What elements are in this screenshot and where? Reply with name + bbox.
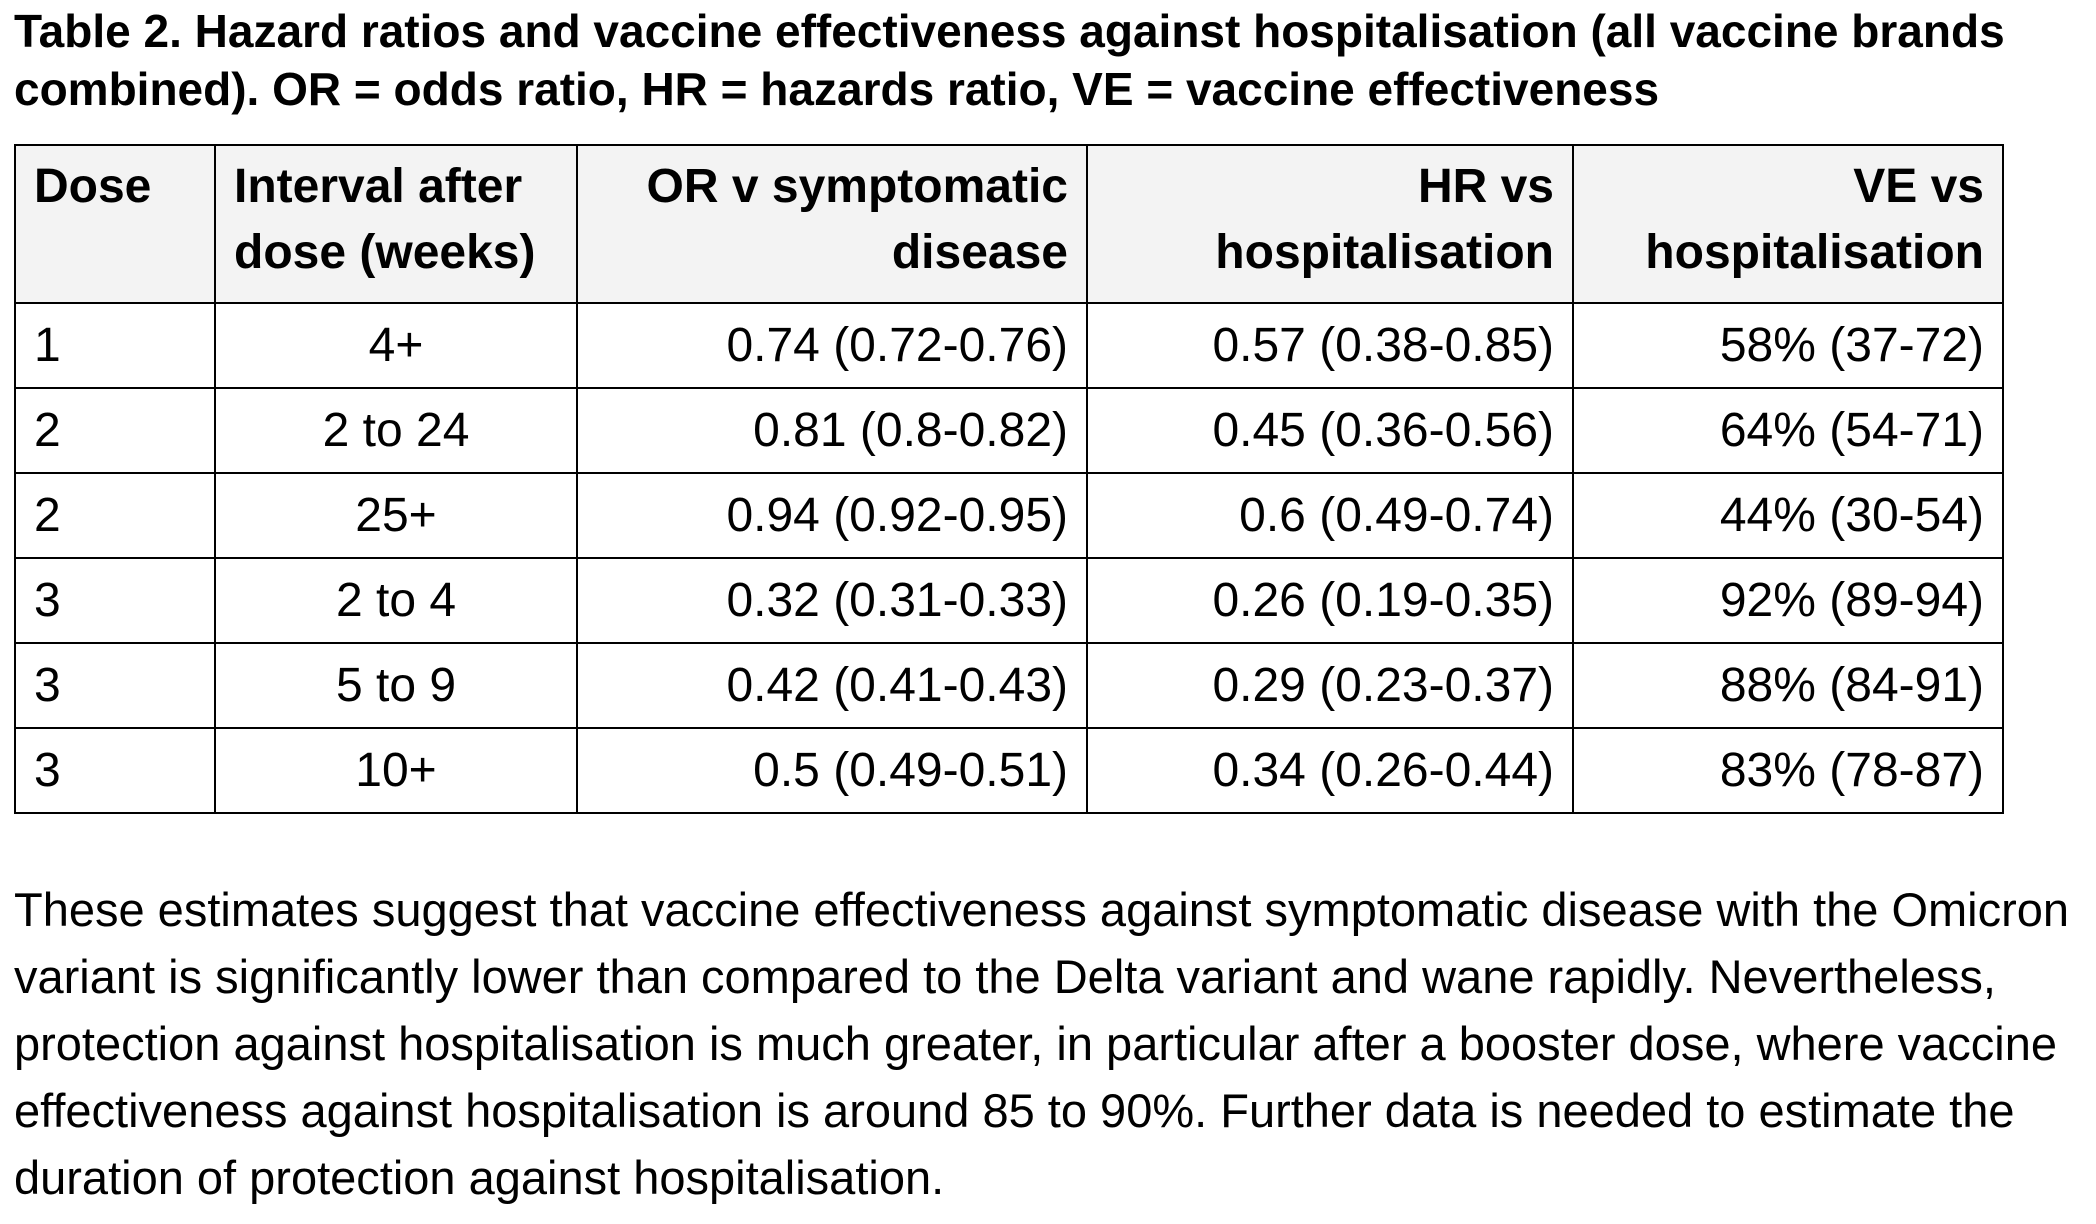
cell-interval: 5 to 9 (214, 642, 578, 729)
cell-dose: 3 (14, 727, 216, 814)
table-row: 2 2 to 24 0.81 (0.8-0.82) 0.45 (0.36-0.5… (14, 387, 2004, 474)
cell-ve: 92% (89-94) (1572, 557, 2004, 644)
cell-interval: 2 to 4 (214, 557, 578, 644)
cell-hr: 0.45 (0.36-0.56) (1086, 387, 1574, 474)
table-row: 3 5 to 9 0.42 (0.41-0.43) 0.29 (0.23-0.3… (14, 642, 2004, 729)
table-row: 3 10+ 0.5 (0.49-0.51) 0.34 (0.26-0.44) 8… (14, 727, 2004, 814)
cell-hr: 0.6 (0.49-0.74) (1086, 472, 1574, 559)
cell-dose: 2 (14, 472, 216, 559)
header-ve: VE vs hospitalisation (1572, 144, 2004, 304)
table-row: 3 2 to 4 0.32 (0.31-0.33) 0.26 (0.19-0.3… (14, 557, 2004, 644)
cell-or: 0.94 (0.92-0.95) (576, 472, 1088, 559)
header-or: OR v symptomatic disease (576, 144, 1088, 304)
document-page: Table 2. Hazard ratios and vaccine effec… (14, 0, 2084, 1211)
summary-paragraph: These estimates suggest that vaccine eff… (14, 883, 2070, 1204)
cell-ve: 58% (37-72) (1572, 302, 2004, 389)
cell-interval: 2 to 24 (214, 387, 578, 474)
header-interval: Interval after dose (weeks) (214, 144, 578, 304)
header-dose: Dose (14, 144, 216, 304)
cell-hr: 0.26 (0.19-0.35) (1086, 557, 1574, 644)
cell-dose: 2 (14, 387, 216, 474)
cell-interval: 10+ (214, 727, 578, 814)
cell-hr: 0.29 (0.23-0.37) (1086, 642, 1574, 729)
cell-or: 0.74 (0.72-0.76) (576, 302, 1088, 389)
cell-dose: 1 (14, 302, 216, 389)
cell-interval: 4+ (214, 302, 578, 389)
table-header-row: Dose Interval after dose (weeks) OR v sy… (14, 144, 2004, 304)
cell-or: 0.81 (0.8-0.82) (576, 387, 1088, 474)
table-row: 1 4+ 0.74 (0.72-0.76) 0.57 (0.38-0.85) 5… (14, 302, 2004, 389)
cell-ve: 88% (84-91) (1572, 642, 2004, 729)
cell-ve: 83% (78-87) (1572, 727, 2004, 814)
cell-or: 0.5 (0.49-0.51) (576, 727, 1088, 814)
table-row: 2 25+ 0.94 (0.92-0.95) 0.6 (0.49-0.74) 4… (14, 472, 2004, 559)
cell-ve: 44% (30-54) (1572, 472, 2004, 559)
cell-hr: 0.34 (0.26-0.44) (1086, 727, 1574, 814)
cell-dose: 3 (14, 557, 216, 644)
hazard-ratio-table: Dose Interval after dose (weeks) OR v sy… (14, 144, 2004, 814)
cell-or: 0.32 (0.31-0.33) (576, 557, 1088, 644)
cell-hr: 0.57 (0.38-0.85) (1086, 302, 1574, 389)
table-caption: Table 2. Hazard ratios and vaccine effec… (14, 5, 2005, 115)
cell-interval: 25+ (214, 472, 578, 559)
cell-ve: 64% (54-71) (1572, 387, 2004, 474)
cell-or: 0.42 (0.41-0.43) (576, 642, 1088, 729)
cell-dose: 3 (14, 642, 216, 729)
header-hr: HR vs hospitalisation (1086, 144, 1574, 304)
